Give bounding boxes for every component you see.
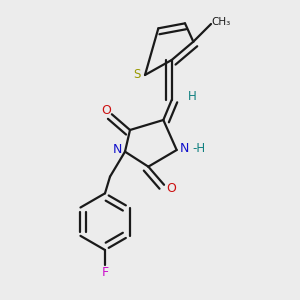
Text: O: O [101, 104, 111, 117]
Text: -H: -H [193, 142, 206, 155]
Text: H: H [188, 90, 197, 103]
Text: S: S [133, 68, 140, 82]
Text: F: F [101, 266, 109, 279]
Text: N: N [113, 143, 122, 157]
Text: CH₃: CH₃ [212, 17, 231, 27]
Text: O: O [167, 182, 176, 195]
Text: N: N [179, 142, 189, 155]
